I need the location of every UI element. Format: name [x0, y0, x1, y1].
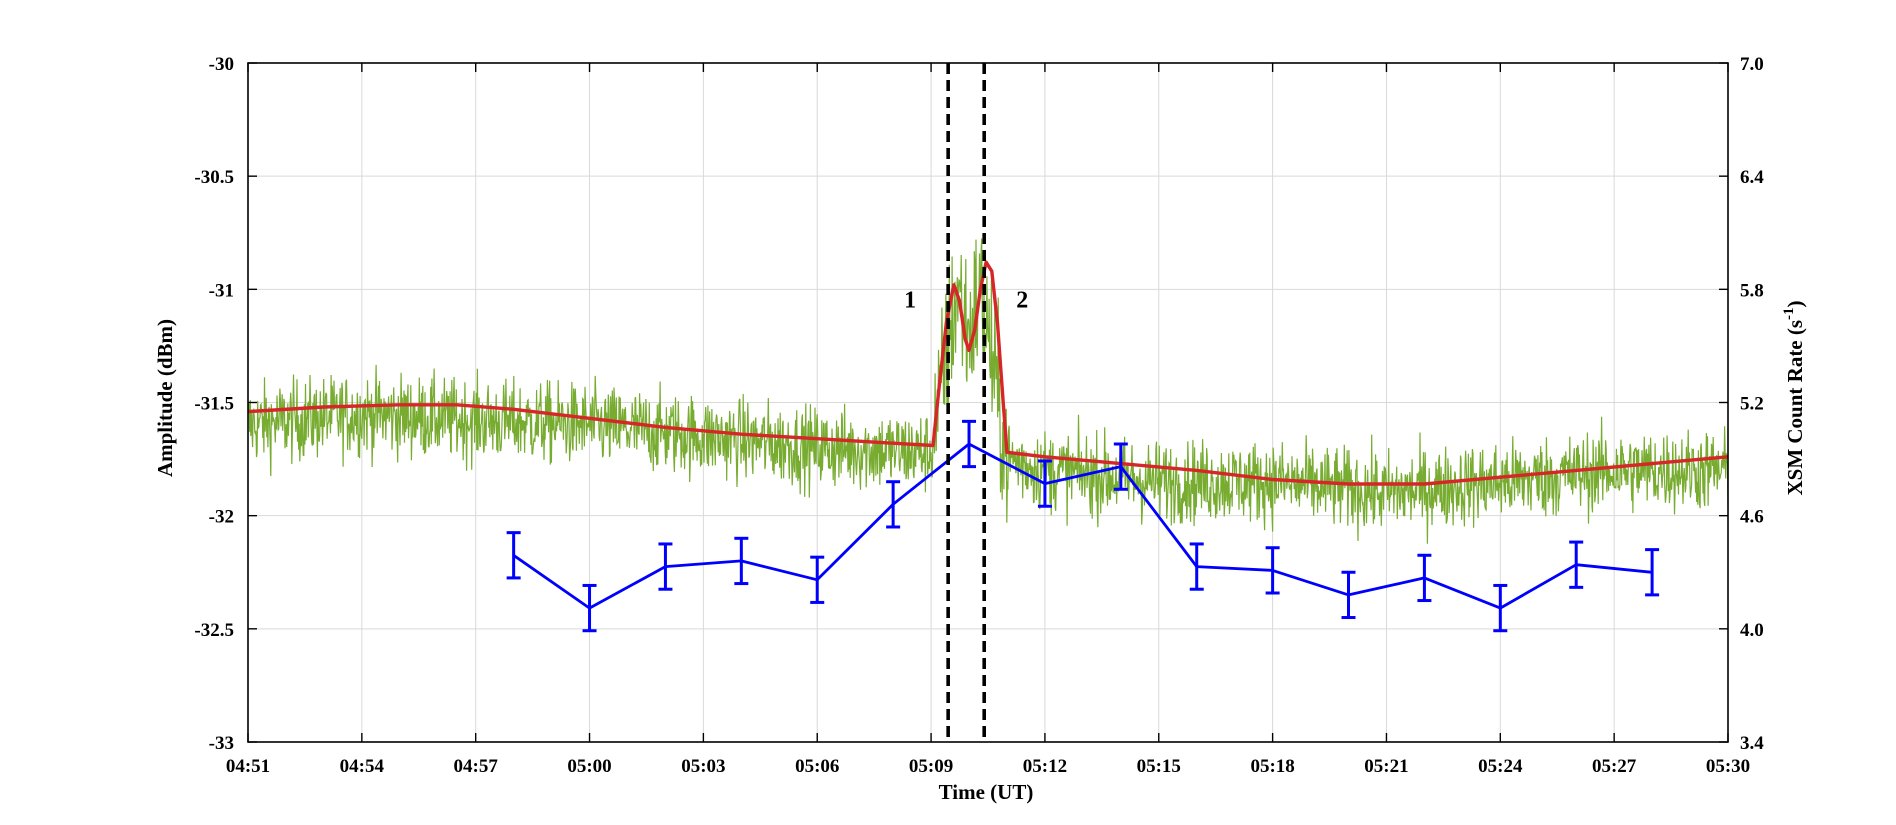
x-tick-label: 04:54	[340, 756, 385, 777]
tick-marks	[247, 62, 1729, 743]
y-left-axis-label: Amplitude (dBm)	[153, 319, 177, 477]
x-tick-label: 04:57	[454, 756, 499, 777]
x-tick-label: 05:21	[1364, 756, 1408, 777]
series-smoothed-amplitude	[247, 260, 1729, 486]
y-right-label-close: )	[1783, 300, 1807, 307]
y-right-tick-label: 4.0	[1740, 620, 1764, 641]
series-xsm-count-rate	[506, 419, 1660, 633]
y-right-tick-labels: 7.0 6.4 5.8 5.2 4.6 4.0 3.4	[1740, 54, 1764, 754]
y-right-tick-label: 3.4	[1740, 733, 1764, 754]
x-tick-label: 05:27	[1592, 756, 1637, 777]
y-right-axis-label: XSM Count Rate (s-1)	[1781, 300, 1807, 495]
y-left-tick-label: -30	[209, 54, 234, 75]
x-tick-label: 05:18	[1250, 756, 1294, 777]
y-right-tick-label: 5.8	[1740, 280, 1764, 301]
x-tick-label: 05:12	[1023, 756, 1067, 777]
x-tick-label: 05:24	[1478, 756, 1523, 777]
event-marker-label-2: 2	[1016, 287, 1028, 313]
x-tick-label: 05:30	[1706, 756, 1750, 777]
y-left-tick-label: -31	[209, 280, 234, 301]
y-left-tick-label: -30.5	[194, 167, 234, 188]
y-right-tick-label: 5.2	[1740, 394, 1764, 415]
y-left-tick-label: -32	[209, 507, 234, 528]
x-tick-label: 04:51	[226, 756, 270, 777]
y-right-label-base: XSM Count Rate (s	[1783, 320, 1807, 496]
y-left-tick-labels: -30 -30.5 -31 -31.5 -32 -32.5 -33	[194, 54, 234, 754]
y-left-tick-label: -31.5	[194, 394, 234, 415]
x-axis-label: Time (UT)	[939, 780, 1034, 804]
x-tick-label: 05:15	[1137, 756, 1181, 777]
x-tick-labels: 04:51 04:54 04:57 05:00 05:03 05:06 05:09 05:12…	[226, 756, 1750, 777]
y-left-tick-label: -33	[209, 733, 234, 754]
y-left-tick-label: -32.5	[194, 620, 234, 641]
y-right-label-sup: -1	[1781, 307, 1797, 320]
xsm-count-line	[512, 442, 1653, 610]
y-right-tick-label: 4.6	[1740, 507, 1764, 528]
x-tick-label: 05:06	[795, 756, 839, 777]
x-tick-label: 05:00	[567, 756, 611, 777]
y-right-tick-label: 6.4	[1740, 167, 1764, 188]
x-tick-label: 05:03	[681, 756, 725, 777]
series-raw-amplitude	[247, 238, 1729, 544]
y-right-tick-label: 7.0	[1740, 54, 1764, 75]
x-tick-label: 05:09	[909, 756, 953, 777]
event-marker-label-1: 1	[904, 287, 916, 313]
